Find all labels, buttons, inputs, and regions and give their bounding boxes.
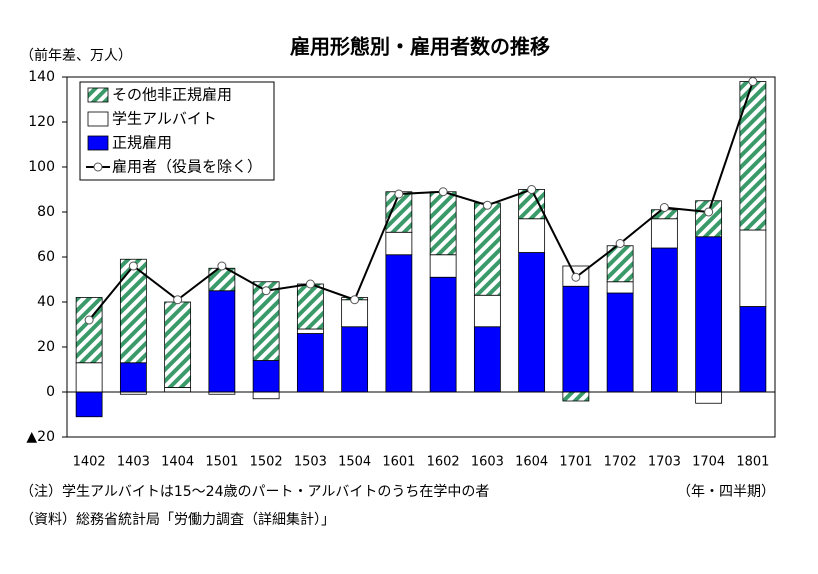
bar-segment <box>606 292 634 393</box>
bar-segment <box>518 252 546 393</box>
x-tick-label: 1704 <box>692 455 725 470</box>
x-tick-label: 1402 <box>73 455 106 470</box>
x-tick-label: 1702 <box>604 455 637 470</box>
chart-title: 雇用形態別・雇用者数の推移 <box>290 35 550 59</box>
bar-segment <box>518 218 546 253</box>
note: （注）学生アルバイトは15～24歳のパート・アルバイトのうち在学中の者 <box>20 484 489 500</box>
y-tick-label: ▲20 <box>26 429 55 445</box>
bar-segment <box>739 229 767 307</box>
bar-segment <box>296 333 324 393</box>
y-tick-label: 120 <box>28 114 55 130</box>
line-marker <box>173 295 183 305</box>
y-tick-label: 100 <box>28 159 55 175</box>
x-tick-label: 1504 <box>338 455 371 470</box>
line <box>88 81 754 321</box>
bar-segment <box>650 218 678 249</box>
line-marker <box>615 239 625 248</box>
legend-swatch <box>87 87 109 103</box>
x-tick-label: 1601 <box>382 455 415 470</box>
bar-segment <box>695 200 723 238</box>
legend-label: 学生アルバイト <box>112 110 217 128</box>
bar-segment <box>252 391 280 400</box>
x-tick-label: 1502 <box>250 455 283 470</box>
bar-segment <box>341 326 369 393</box>
bar-segment <box>562 285 590 393</box>
x-tick-label: 1603 <box>471 455 504 470</box>
bar-segment <box>119 362 147 393</box>
legend-label: その他非正規雇用 <box>112 86 232 104</box>
bar-segment <box>164 301 192 388</box>
bar-segment <box>518 189 546 220</box>
bar-segment <box>385 231 413 256</box>
line-marker <box>748 77 758 86</box>
y-tick-label: 60 <box>37 249 55 265</box>
bar-segment <box>164 387 192 393</box>
line-marker <box>217 261 227 271</box>
bar-segment <box>252 360 280 393</box>
legend-swatch <box>87 111 109 127</box>
bar-segment <box>296 328 324 334</box>
line-marker <box>704 207 714 217</box>
legend-marker <box>93 162 103 172</box>
bar-segment <box>739 81 767 231</box>
bar-segment <box>385 254 413 393</box>
y-tick-label: 20 <box>37 339 55 355</box>
y-tick-label: 80 <box>37 204 55 220</box>
line-marker <box>571 272 581 282</box>
y-tick-label: 40 <box>37 294 55 310</box>
x-tick-label: 1403 <box>117 455 150 470</box>
x-tick-label: 1701 <box>559 455 592 470</box>
y-axis-label: （前年差、万人） <box>20 47 132 64</box>
legend-label: 雇用者（役員を除く） <box>112 158 262 176</box>
line-marker <box>128 261 138 271</box>
bar-segment <box>473 294 501 328</box>
x-tick-label: 1602 <box>427 455 460 470</box>
bar-segment <box>429 254 457 278</box>
line-marker <box>438 187 448 197</box>
line-marker <box>84 315 94 325</box>
bar-segment <box>429 191 457 256</box>
line-marker <box>305 279 315 289</box>
bar-segment <box>739 306 767 393</box>
x-axis-label: （年・四半期） <box>677 484 775 500</box>
x-tick-label: 1404 <box>161 455 194 470</box>
x-tick-label: 1703 <box>648 455 681 470</box>
line-marker <box>527 185 537 194</box>
x-tick-label: 1604 <box>515 455 548 470</box>
bar-segment <box>606 281 634 294</box>
bar-segment <box>208 290 236 393</box>
bar-segment <box>429 276 457 393</box>
bar-segment <box>650 247 678 393</box>
line-marker <box>482 200 492 210</box>
bar-segment <box>695 236 723 393</box>
bar-segment <box>473 326 501 393</box>
bar-segment <box>119 258 147 364</box>
x-tick-label: 1801 <box>736 455 769 470</box>
bar-segment <box>606 245 634 283</box>
bar-segment <box>296 283 324 330</box>
x-tick-label: 1503 <box>294 455 327 470</box>
bar-segment <box>695 391 723 404</box>
y-tick-label: 140 <box>28 69 55 85</box>
y-tick-label: 0 <box>46 384 55 400</box>
legend-box <box>79 81 275 181</box>
legend-label: 正規雇用 <box>112 134 172 152</box>
line-marker <box>394 189 404 199</box>
line-marker <box>350 295 360 305</box>
legend-swatch <box>87 135 109 151</box>
line-marker <box>261 286 271 296</box>
bar-segment <box>562 391 590 402</box>
bar-segment <box>473 202 501 296</box>
bar-segment <box>75 297 103 364</box>
x-tick-label: 1501 <box>205 455 238 470</box>
bar-segment <box>75 391 103 418</box>
bar-segment <box>75 362 103 393</box>
note: （資料）総務省統計局「労働力調査（詳細集計）」 <box>20 511 335 528</box>
line-marker <box>659 203 669 212</box>
